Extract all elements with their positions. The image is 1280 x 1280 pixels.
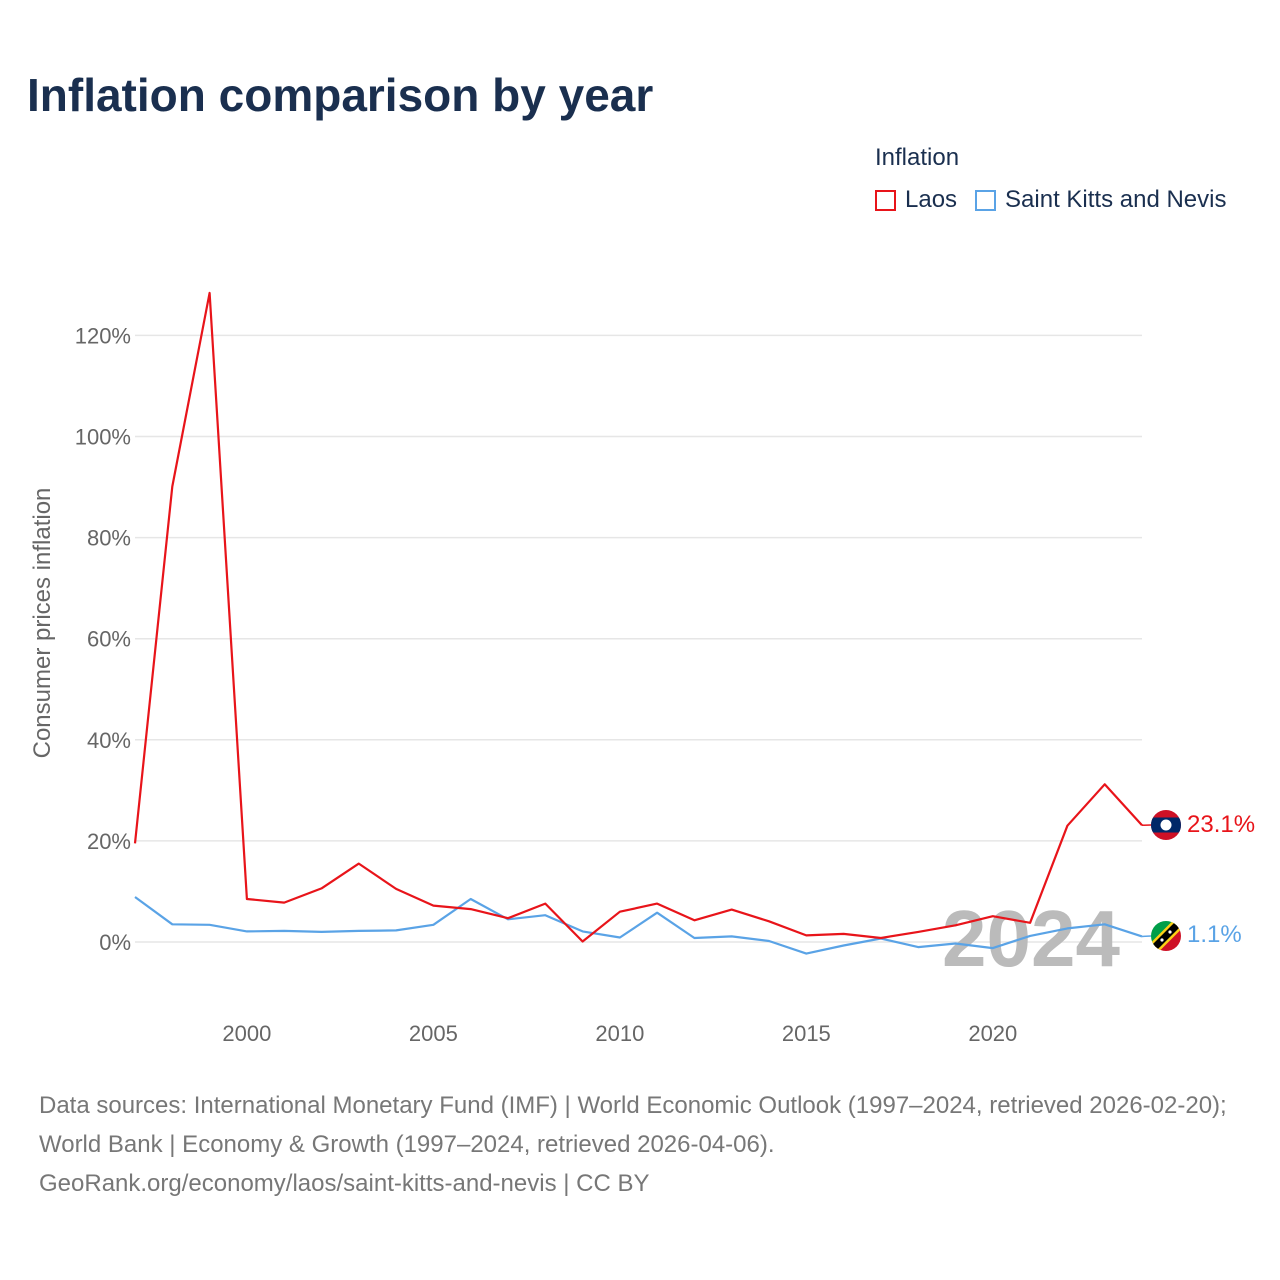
y-axis-label: Consumer prices inflation bbox=[29, 488, 56, 759]
legend-title: Inflation bbox=[875, 144, 960, 171]
legend: Laos Saint Kitts and Nevis bbox=[875, 186, 1244, 214]
saint-kitts-and-nevis-flag-icon bbox=[1151, 921, 1181, 951]
data-sources-text: Data sources: International Monetary Fun… bbox=[39, 1092, 1227, 1158]
x-axis-ticks: 2000 2005 2010 2015 2020 bbox=[222, 1021, 1017, 1046]
year-watermark: 2024 bbox=[942, 894, 1120, 983]
source-url-text[interactable]: GeoRank.org/economy/laos/saint-kitts-and… bbox=[39, 1170, 650, 1197]
y-tick-label: 100% bbox=[75, 425, 131, 450]
flags bbox=[1151, 810, 1181, 951]
line-chart: 0%20%40%60%80%100%120% 2000 2005 2010 2015 2… bbox=[29, 291, 1255, 1046]
y-tick-label: 80% bbox=[87, 526, 131, 551]
y-axis-ticks: 0% 20% 40% 60% 80% 100% 120% bbox=[75, 323, 131, 955]
end-label-saint-kitts-and-nevis: 1.1% bbox=[1187, 921, 1242, 948]
series-lines bbox=[133, 291, 1152, 955]
x-tick-label: 2005 bbox=[409, 1021, 458, 1046]
legend-swatch-laos bbox=[875, 189, 896, 211]
legend-label-saint-kitts-and-nevis: Saint Kitts and Nevis bbox=[1005, 186, 1227, 213]
y-tick-label: 20% bbox=[87, 829, 131, 854]
x-tick-label: 2000 bbox=[222, 1021, 271, 1046]
end-label-laos: 23.1% bbox=[1187, 811, 1255, 838]
y-tick-label: 40% bbox=[87, 728, 131, 753]
series-line-saint-kitts-and-nevis[interactable] bbox=[134, 896, 1143, 955]
x-tick-label: 2015 bbox=[782, 1021, 831, 1046]
y-tick-label: 60% bbox=[87, 627, 131, 652]
y-tick-label: 120% bbox=[75, 323, 131, 348]
series-line-laos[interactable] bbox=[133, 291, 1143, 943]
footer: Data sources: International Monetary Fun… bbox=[39, 1086, 1249, 1203]
legend-swatch-saint-kitts-and-nevis bbox=[975, 189, 997, 211]
legend-item-saint-kitts-and-nevis[interactable]: Saint Kitts and Nevis bbox=[975, 186, 1226, 214]
x-tick-label: 2020 bbox=[968, 1021, 1017, 1046]
legend-item-laos[interactable]: Laos bbox=[875, 186, 957, 214]
x-tick-label: 2010 bbox=[595, 1021, 644, 1046]
y-tick-label: 0% bbox=[99, 930, 131, 955]
laos-flag-icon bbox=[1151, 810, 1181, 840]
legend-label-laos: Laos bbox=[905, 186, 958, 213]
gridlines bbox=[135, 334, 1142, 943]
chart-title: Inflation comparison by year bbox=[27, 69, 654, 121]
